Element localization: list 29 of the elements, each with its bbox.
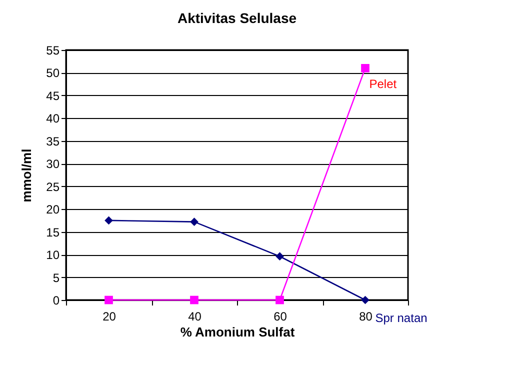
y-tick-label: 55 — [46, 44, 60, 58]
x-tick-label: 40 — [188, 310, 202, 324]
point — [190, 218, 198, 226]
point — [190, 296, 198, 304]
y-tick-label: 50 — [46, 66, 60, 80]
chart-title: Aktivitas Selulase — [177, 10, 297, 26]
point — [104, 216, 113, 225]
point — [276, 296, 284, 304]
series-label: Spr natan — [375, 311, 428, 325]
y-tick-label: 45 — [46, 88, 60, 103]
y-tick-label: 30 — [46, 157, 60, 172]
y-tick-label: 40 — [46, 112, 60, 126]
x-tick-label: 20 — [102, 310, 116, 324]
y-tick-label: 15 — [46, 225, 60, 240]
y-tick-label: 10 — [46, 248, 60, 262]
x-tick-label: 80 — [359, 310, 373, 324]
point — [104, 296, 113, 304]
point — [276, 252, 284, 261]
y-axis-title: mmol/ml — [19, 148, 34, 202]
point — [361, 64, 370, 72]
x-tick-label: 60 — [274, 310, 288, 324]
series-label: Pelet — [369, 77, 398, 92]
y-tick-label: 25 — [46, 180, 60, 194]
y-tick-label: 5 — [52, 270, 60, 285]
x-axis-title: % Amonium Sulfat — [180, 324, 296, 340]
y-tick-label: 20 — [46, 202, 60, 217]
y-tick-label: 35 — [46, 134, 60, 148]
y-tick-label: 0 — [52, 294, 60, 308]
point — [361, 296, 370, 304]
